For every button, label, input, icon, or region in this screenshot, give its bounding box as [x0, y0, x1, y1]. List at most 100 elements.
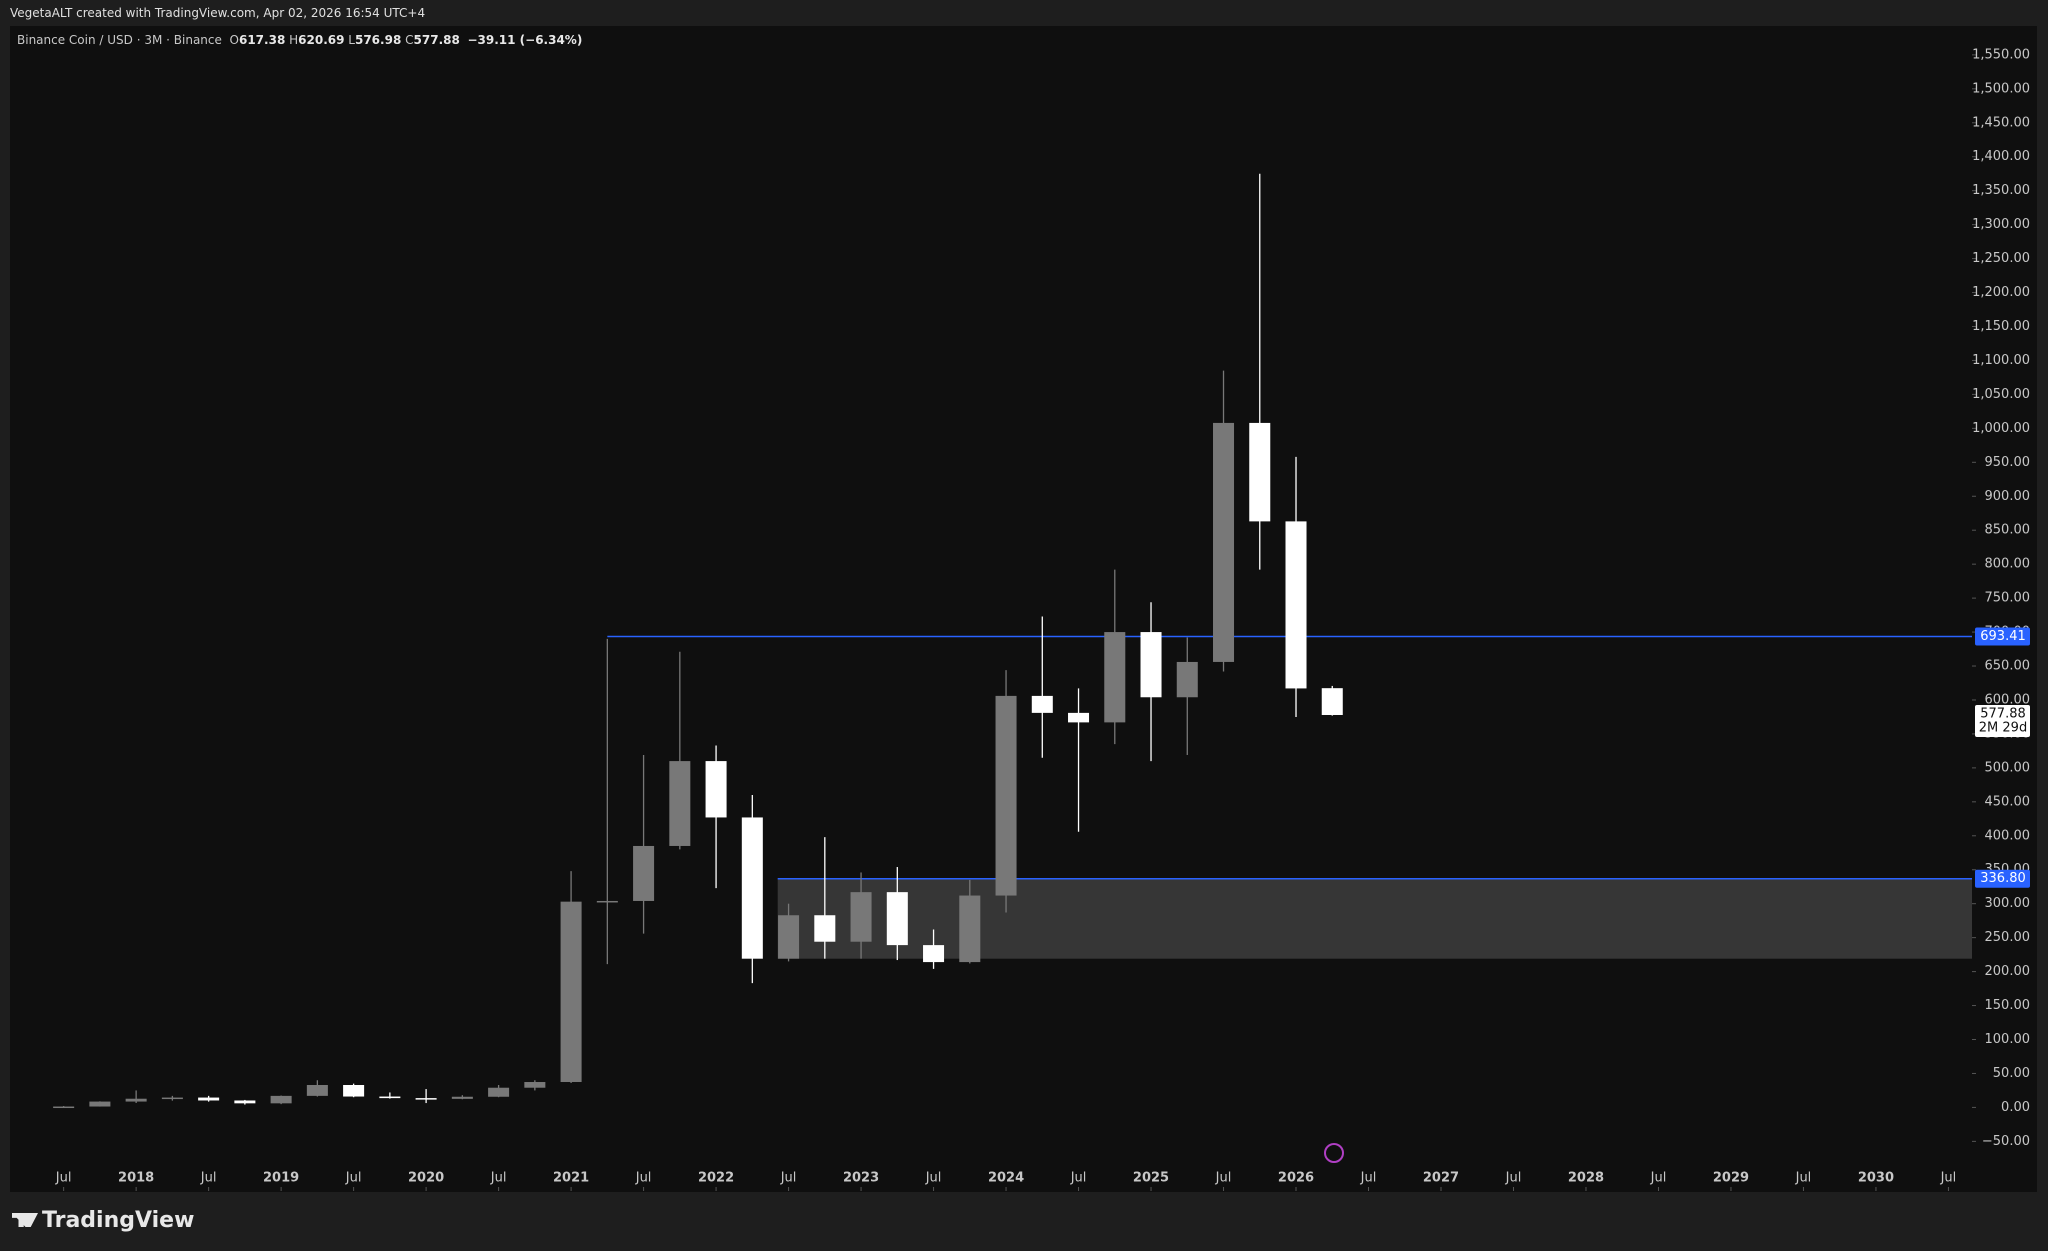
event-icon	[1324, 1143, 1344, 1163]
x-tick-label: 2024	[988, 1171, 1024, 1186]
candle-body	[1321, 688, 1343, 715]
x-tick-label: Jul	[490, 1171, 507, 1186]
candle-body	[1068, 712, 1090, 723]
x-tick-label: Jul	[925, 1171, 942, 1186]
level-label: 336.80	[1980, 871, 2026, 886]
level-label-box	[1975, 869, 2030, 888]
candle-body	[234, 1100, 256, 1104]
x-tick-label: Jul	[1215, 1171, 1232, 1186]
ohlc-label: H	[289, 33, 299, 47]
x-tick-label: 2019	[263, 1171, 299, 1186]
y-tick-label: 900.00	[1985, 489, 2031, 504]
x-tick-label: Jul	[1940, 1171, 1957, 1186]
x-tick-label: 2018	[118, 1171, 154, 1186]
symbol: Binance Coin / USD · 3M · Binance	[17, 33, 222, 47]
y-tick-label: 1,100.00	[1972, 353, 2030, 368]
candle-body	[814, 915, 836, 942]
candle-body	[53, 1106, 75, 1109]
candle-body	[343, 1084, 365, 1097]
y-tick-label: 1,500.00	[1972, 81, 2030, 96]
candle-body	[923, 945, 945, 963]
y-tick-label: 800.00	[1985, 557, 2031, 572]
y-tick-label: 0.00	[2001, 1100, 2030, 1115]
zone	[777, 878, 1972, 959]
candle-body	[161, 1097, 183, 1100]
y-tick-label: 600.00	[1985, 692, 2031, 707]
y-tick-label: 150.00	[1985, 998, 2031, 1013]
y-tick-label: 650.00	[1985, 659, 2031, 674]
y-tick-label: 50.00	[1993, 1066, 2030, 1081]
y-tick-label: 1,250.00	[1972, 251, 2030, 266]
symbol-bar: Binance Coin / USD · 3M · Binance O617.3…	[17, 33, 582, 47]
candle-body	[451, 1096, 473, 1099]
last-price-box	[1975, 704, 2030, 737]
y-tick-label: 1,200.00	[1972, 285, 2030, 300]
ohlc-value: 617.38	[238, 33, 286, 47]
candle-body	[850, 892, 872, 942]
candle-body	[1176, 661, 1198, 698]
candle-body	[1249, 422, 1271, 522]
candle-body	[89, 1101, 111, 1107]
candle-body	[379, 1096, 401, 1099]
candle-body	[1213, 422, 1235, 662]
candle-body	[1140, 632, 1162, 698]
y-tick-label: 1,550.00	[1972, 47, 2030, 62]
brand-name: TradingView	[42, 1208, 195, 1233]
ohlc-value: 576.98	[354, 33, 402, 47]
y-tick-label: 500.00	[1985, 760, 2031, 775]
x-tick-label: Jul	[1650, 1171, 1667, 1186]
x-tick-label: 2023	[843, 1171, 879, 1186]
candle-body	[270, 1095, 292, 1104]
candle-body	[705, 761, 727, 818]
level-label: 693.41	[1980, 629, 2026, 644]
y-tick-label: 200.00	[1985, 964, 2031, 979]
ohlc-label: C	[405, 33, 414, 47]
candle-body	[778, 915, 800, 959]
x-tick-label: Jul	[200, 1171, 217, 1186]
candle-body	[125, 1098, 147, 1102]
change: −39.11 (−6.34%)	[467, 33, 583, 47]
candle-body	[995, 695, 1017, 896]
y-tick-label: 400.00	[1985, 828, 2031, 843]
chart-panel	[10, 26, 2037, 1192]
y-tick-label: −50.00	[1982, 1134, 2030, 1149]
candle-body	[596, 900, 618, 903]
candle-body	[198, 1097, 220, 1101]
x-tick-label: 2025	[1133, 1171, 1169, 1186]
y-tick-label: 950.00	[1985, 455, 2031, 470]
watermark: VegetaALT created with TradingView.com, …	[10, 6, 426, 20]
y-tick-label: 1,050.00	[1972, 387, 2030, 402]
x-tick-label: Jul	[1070, 1171, 1087, 1186]
y-tick-label: 450.00	[1985, 794, 2031, 809]
x-tick-label: Jul	[1505, 1171, 1522, 1186]
x-tick-label: 2026	[1278, 1171, 1314, 1186]
x-tick-label: 2029	[1713, 1171, 1749, 1186]
x-tick-label: 2022	[698, 1171, 734, 1186]
candle-body	[1104, 632, 1126, 723]
x-tick-label: 2028	[1568, 1171, 1604, 1186]
x-tick-label: Jul	[1795, 1171, 1812, 1186]
brand: TradingView	[12, 1208, 194, 1233]
y-tick-label: 1,150.00	[1972, 319, 2030, 334]
candle-body	[560, 901, 582, 1083]
candle-body	[415, 1098, 437, 1100]
ohlc-value: 620.69	[298, 33, 345, 47]
level-label-box	[1975, 627, 2030, 646]
x-tick-label: Jul	[780, 1171, 797, 1186]
candle-body	[1031, 695, 1053, 713]
candle-body	[488, 1087, 510, 1097]
x-tick-label: 2027	[1423, 1171, 1459, 1186]
brand-logo	[12, 1213, 38, 1227]
candle-body	[741, 817, 763, 959]
y-tick-label: 1,450.00	[1972, 115, 2030, 130]
candle-body	[886, 892, 908, 946]
candle-body	[306, 1084, 328, 1096]
countdown: 2M 29d	[1979, 720, 2027, 735]
x-tick-label: 2030	[1858, 1171, 1894, 1186]
y-tick-label: 100.00	[1985, 1032, 2031, 1047]
y-tick-label: 750.00	[1985, 591, 2031, 606]
y-tick-label: 850.00	[1985, 523, 2031, 538]
x-tick-label: Jul	[635, 1171, 652, 1186]
